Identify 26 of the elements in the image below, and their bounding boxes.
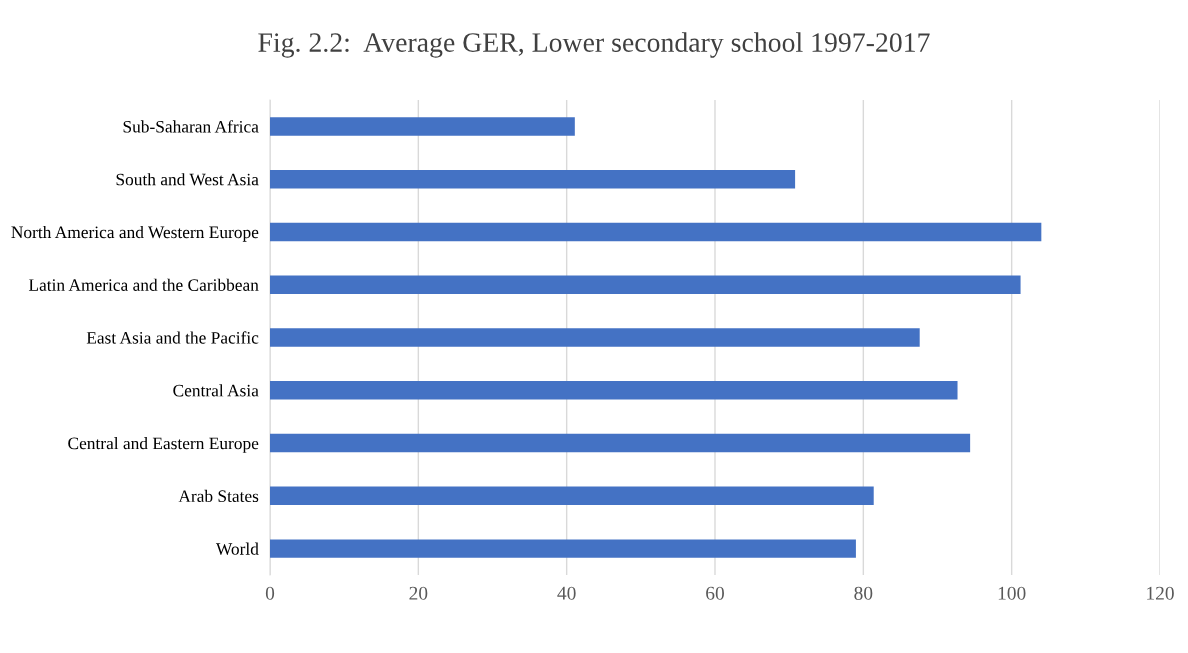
bar [270,486,874,506]
x-tick-label: 80 [854,586,873,600]
y-tick-label: Sub-Saharan Africa [123,120,259,133]
bar [270,169,796,189]
bar [270,328,920,347]
bar [270,117,575,136]
y-tick-label: World [215,542,259,555]
y-tick-label: Latin America and the Caribbean [28,278,259,291]
y-tick-label: North America and Western Europe [11,225,259,242]
x-tick-label: 60 [706,586,724,600]
bar [270,222,1042,242]
y-tick-label: Central Asia [173,384,259,397]
x-tick-label: 40 [557,586,576,600]
y-tick-label: Arab States [178,489,259,503]
bar [270,275,1021,294]
y-tick-label: Central and Eastern Europe [68,437,259,453]
y-tick-label: East Asia and the Pacific [86,331,259,344]
x-tick-label: 100 [998,586,1026,600]
bar [270,381,958,400]
y-tick-label: South and West Asia [116,173,259,186]
chart-title: Fig. 2.2: Average GER, Lower secondary school 1997-2017 [258,32,930,58]
x-tick-label: 0 [265,586,275,600]
bar [270,539,856,558]
x-tick-label: 20 [409,586,428,600]
bar [270,433,971,453]
x-tick-label: 120 [1147,586,1174,600]
